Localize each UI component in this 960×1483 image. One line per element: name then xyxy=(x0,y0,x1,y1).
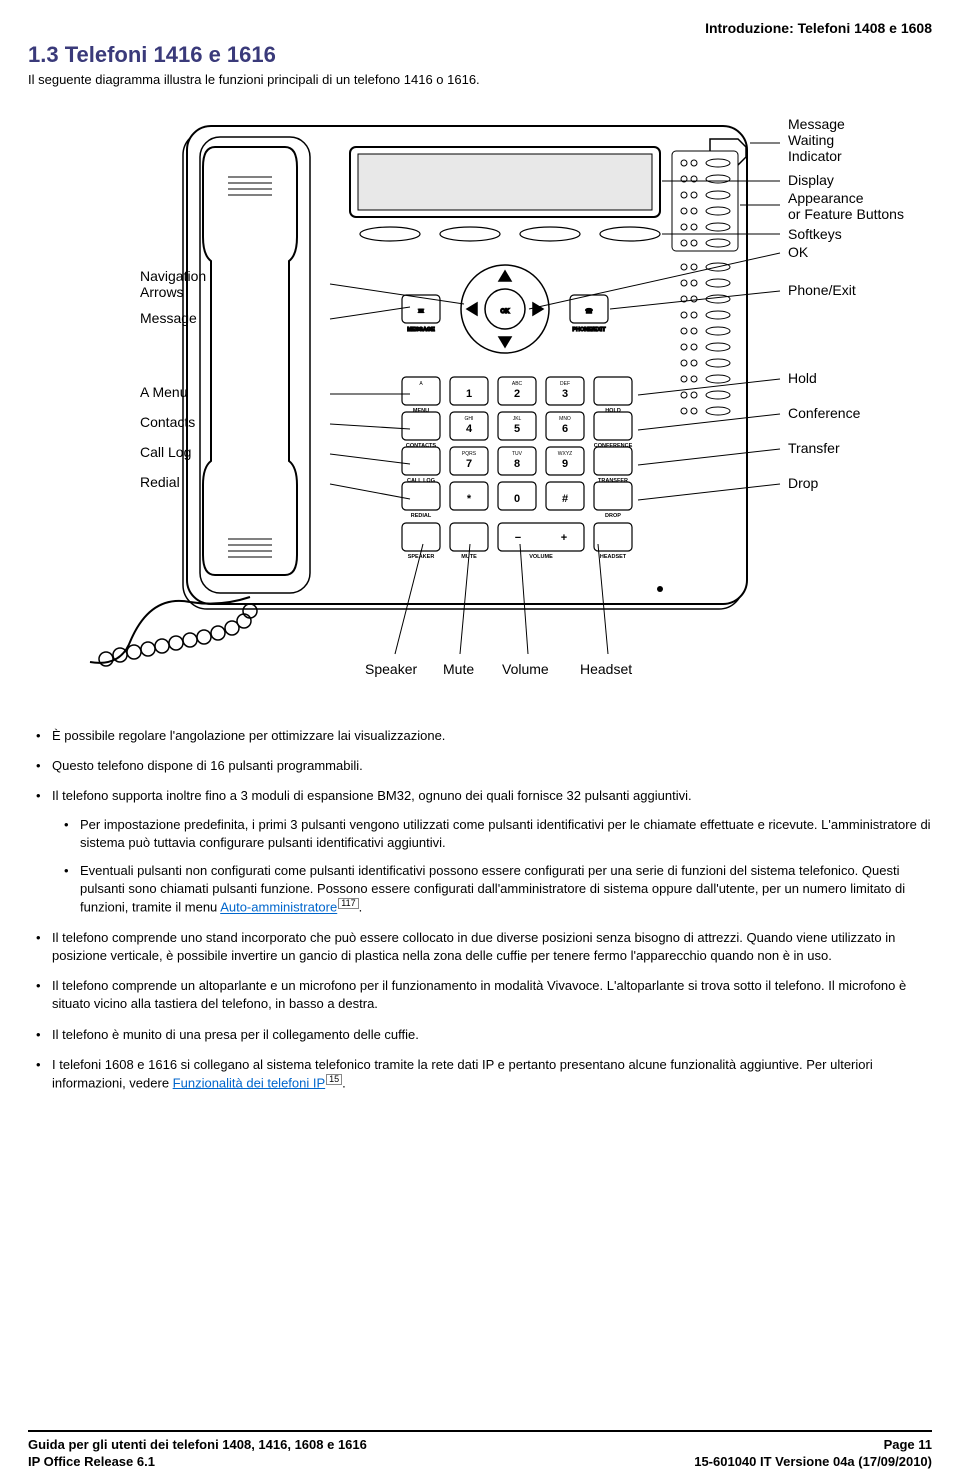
header-breadcrumb: Introduzione: Telefoni 1408 e 1608 xyxy=(28,20,932,36)
svg-text:Message: Message xyxy=(140,310,197,326)
feature-list: È possibile regolare l'angolazione per o… xyxy=(28,727,932,1104)
list-item: Eventuali pulsanti non configurati come … xyxy=(80,862,932,917)
svg-text:JKL: JKL xyxy=(513,416,522,422)
svg-text:or Feature Buttons: or Feature Buttons xyxy=(788,206,904,222)
svg-text:GHI: GHI xyxy=(465,416,474,422)
footer-docnum: 15-601040 IT Versione 04a (17/09/2010) xyxy=(694,1453,932,1471)
list-item: Questo telefono dispone di 16 pulsanti p… xyxy=(52,757,932,775)
svg-text:Phone/Exit: Phone/Exit xyxy=(788,282,856,298)
svg-text:SPEAKER: SPEAKER xyxy=(408,554,435,560)
section-title: 1.3 Telefoni 1416 e 1616 xyxy=(28,42,932,68)
svg-text:OK: OK xyxy=(501,309,511,315)
svg-text:Waiting: Waiting xyxy=(788,132,834,148)
footer-doc-title: Guida per gli utenti dei telefoni 1408, … xyxy=(28,1436,367,1454)
svg-text:Arrows: Arrows xyxy=(140,284,184,300)
svg-text:REDIAL: REDIAL xyxy=(411,513,432,519)
ip-features-link[interactable]: Funzionalità dei telefoni IP xyxy=(173,1075,325,1090)
auto-admin-link[interactable]: Auto-amministratore xyxy=(220,900,337,915)
svg-text:Message: Message xyxy=(788,116,845,132)
svg-text:Display: Display xyxy=(788,172,834,188)
svg-text:5: 5 xyxy=(514,423,520,435)
svg-text:VOLUME: VOLUME xyxy=(529,554,553,560)
list-text: Il telefono supporta inoltre fino a 3 mo… xyxy=(52,788,692,803)
svg-text:Mute: Mute xyxy=(443,661,474,677)
svg-text:✉: ✉ xyxy=(418,309,423,315)
svg-text:Appearance: Appearance xyxy=(788,190,864,206)
svg-text:6: 6 xyxy=(562,423,568,435)
section-subtitle: Il seguente diagramma illustra le funzio… xyxy=(28,72,932,87)
svg-text:DROP: DROP xyxy=(605,513,621,519)
footer-release: IP Office Release 6.1 xyxy=(28,1453,367,1471)
svg-text:☎: ☎ xyxy=(585,308,593,315)
svg-text:WXYZ: WXYZ xyxy=(558,451,572,457)
list-item: Il telefono comprende un altoparlante e … xyxy=(52,977,932,1013)
page-footer: Guida per gli utenti dei telefoni 1408, … xyxy=(28,1430,932,1483)
svg-text:Call Log: Call Log xyxy=(140,444,191,460)
svg-text:Transfer: Transfer xyxy=(788,440,840,456)
list-item: È possibile regolare l'angolazione per o… xyxy=(52,727,932,745)
svg-text:PQRS: PQRS xyxy=(462,451,477,457)
svg-text:ABC: ABC xyxy=(512,381,523,387)
page-ref: 15 xyxy=(326,1074,342,1085)
svg-text:Navigation: Navigation xyxy=(140,268,206,284)
list-item: Il telefono è munito di una presa per il… xyxy=(52,1026,932,1044)
svg-text:Headset: Headset xyxy=(580,661,632,677)
svg-text:TUV: TUV xyxy=(512,451,523,457)
svg-text:OK: OK xyxy=(788,244,809,260)
svg-text:MESSAGE: MESSAGE xyxy=(407,327,435,333)
svg-text:0: 0 xyxy=(514,493,520,505)
svg-text:Volume: Volume xyxy=(502,661,549,677)
svg-text:Drop: Drop xyxy=(788,475,819,491)
svg-text:4: 4 xyxy=(466,423,473,435)
svg-text:A Menu: A Menu xyxy=(140,384,187,400)
list-item: Il telefono comprende uno stand incorpor… xyxy=(52,929,932,965)
svg-text:Indicator: Indicator xyxy=(788,148,842,164)
svg-text:Softkeys: Softkeys xyxy=(788,226,842,242)
svg-text:Redial: Redial xyxy=(140,474,180,490)
svg-text:9: 9 xyxy=(562,458,568,470)
phone-diagram: OK ✉ MESSAGE ☎ PHONE/EXIT AMENU1ABC2DEF3… xyxy=(50,99,910,709)
svg-text:8: 8 xyxy=(514,458,520,470)
svg-text:Speaker: Speaker xyxy=(365,661,417,677)
svg-text:#: # xyxy=(562,493,568,505)
svg-text:7: 7 xyxy=(466,458,472,470)
svg-text:MNO: MNO xyxy=(559,416,571,422)
footer-page: Page 11 xyxy=(694,1436,932,1454)
svg-text:Conference: Conference xyxy=(788,405,861,421)
svg-text:2: 2 xyxy=(514,388,520,400)
list-item: I telefoni 1608 e 1616 si collegano al s… xyxy=(52,1056,932,1093)
svg-text:+: + xyxy=(561,532,567,544)
svg-text:Contacts: Contacts xyxy=(140,414,195,430)
list-item: Il telefono supporta inoltre fino a 3 mo… xyxy=(52,787,932,916)
list-item: Per impostazione predefinita, i primi 3 … xyxy=(80,816,932,852)
svg-text:DEF: DEF xyxy=(560,381,570,387)
svg-text:*: * xyxy=(467,493,472,505)
page-ref: 117 xyxy=(338,898,358,909)
svg-text:3: 3 xyxy=(562,388,568,400)
svg-text:−: − xyxy=(515,532,521,544)
svg-text:PHONE/EXIT: PHONE/EXIT xyxy=(572,327,606,333)
svg-text:HEADSET: HEADSET xyxy=(600,554,627,560)
svg-text:Hold: Hold xyxy=(788,370,817,386)
svg-text:1: 1 xyxy=(466,388,472,400)
list-text: Eventuali pulsanti non configurati come … xyxy=(80,863,905,915)
